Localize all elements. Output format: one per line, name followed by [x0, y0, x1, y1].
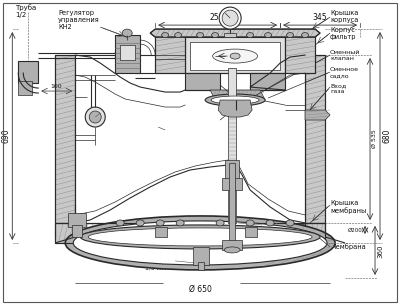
Ellipse shape [89, 111, 101, 123]
Text: Мембрана: Мембрана [330, 243, 366, 250]
Bar [120, 45, 135, 60]
Bar [225, 160, 239, 180]
Bar [68, 213, 86, 227]
Text: Дроссель
1,5 мм: Дроссель 1,5 мм [140, 260, 171, 271]
Bar [224, 33, 236, 37]
Text: Б: Б [146, 120, 154, 134]
Ellipse shape [65, 216, 335, 270]
Text: Колонка: Колонка [165, 142, 195, 148]
Text: 150: 150 [79, 90, 84, 102]
Ellipse shape [85, 107, 105, 127]
Polygon shape [285, 35, 315, 73]
Bar [222, 240, 242, 250]
Text: 100: 100 [50, 84, 62, 89]
Ellipse shape [88, 228, 312, 246]
Text: Дроссель
Ø 2: Дроссель Ø 2 [100, 102, 132, 113]
Text: Сменный
клапан: Сменный клапан [330, 50, 360, 61]
Bar [115, 35, 140, 73]
Bar [155, 227, 167, 237]
Ellipse shape [136, 220, 144, 226]
Text: Сменное
садло: Сменное садло [330, 67, 359, 78]
Ellipse shape [224, 247, 240, 253]
Bar [185, 37, 285, 73]
Text: Корпус
фильтр: Корпус фильтр [330, 27, 356, 40]
Ellipse shape [216, 220, 224, 226]
Ellipse shape [197, 33, 204, 38]
Polygon shape [305, 110, 330, 120]
Bar [198, 262, 204, 270]
Ellipse shape [230, 53, 240, 59]
Ellipse shape [205, 94, 265, 106]
Polygon shape [155, 35, 185, 73]
Ellipse shape [211, 96, 259, 104]
Text: с: с [262, 106, 267, 115]
Bar [18, 81, 32, 95]
Ellipse shape [162, 33, 169, 38]
Bar [228, 68, 236, 223]
Bar [193, 247, 209, 265]
Ellipse shape [73, 221, 327, 265]
Ellipse shape [122, 29, 132, 37]
Text: 360: 360 [377, 244, 383, 258]
Text: Крышка
мембраны: Крышка мембраны [330, 200, 366, 214]
Ellipse shape [265, 33, 272, 38]
Ellipse shape [286, 220, 294, 226]
Text: Ø 650: Ø 650 [189, 285, 212, 294]
Polygon shape [305, 55, 325, 223]
Ellipse shape [176, 220, 184, 226]
Polygon shape [210, 90, 265, 100]
Text: Ø 535: Ø 535 [372, 130, 377, 149]
Polygon shape [55, 223, 325, 243]
Ellipse shape [116, 220, 124, 226]
Ellipse shape [302, 33, 308, 38]
Text: 250: 250 [210, 13, 224, 22]
Ellipse shape [266, 220, 274, 226]
Polygon shape [185, 73, 285, 90]
Text: А: А [264, 91, 270, 99]
Text: 680: 680 [382, 129, 391, 143]
Text: Крышка
корпуса: Крышка корпуса [330, 10, 358, 23]
Bar [72, 225, 82, 237]
Ellipse shape [219, 7, 241, 29]
Text: 690: 690 [1, 129, 10, 143]
Bar [75, 55, 305, 223]
Polygon shape [218, 100, 252, 117]
Ellipse shape [156, 220, 164, 226]
Bar [245, 227, 257, 237]
Text: Шток
клапана: Шток клапана [165, 127, 194, 140]
Polygon shape [150, 29, 320, 37]
Ellipse shape [80, 225, 320, 249]
Bar [190, 42, 280, 70]
Ellipse shape [213, 49, 258, 63]
Text: 345: 345 [313, 13, 327, 22]
Ellipse shape [222, 10, 238, 26]
Ellipse shape [212, 33, 219, 38]
Ellipse shape [246, 220, 254, 226]
Bar [222, 178, 242, 190]
Bar [229, 163, 235, 243]
Ellipse shape [175, 33, 182, 38]
Polygon shape [55, 55, 75, 223]
Ellipse shape [247, 33, 254, 38]
Bar [18, 61, 38, 83]
Ellipse shape [286, 33, 294, 38]
Text: Труба
1/2: Труба 1/2 [15, 4, 36, 18]
Text: Вход
газа: Вход газа [330, 83, 346, 94]
Text: Ø200: Ø200 [348, 228, 362, 232]
Text: Толкатель В: Толкатель В [262, 222, 306, 228]
Text: Регулятор
управления
КН2: Регулятор управления КН2 [58, 10, 100, 30]
Text: Ø 22: Ø 22 [80, 88, 95, 92]
